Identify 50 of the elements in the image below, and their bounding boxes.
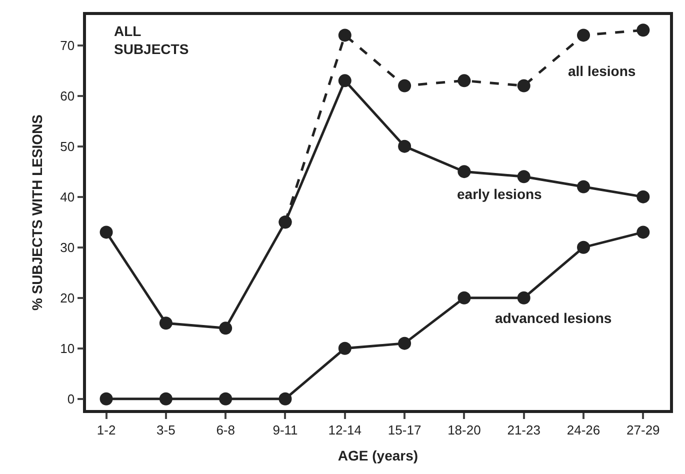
point bbox=[636, 190, 650, 204]
point bbox=[517, 79, 530, 92]
point bbox=[458, 74, 471, 88]
point bbox=[398, 336, 412, 350]
point bbox=[398, 79, 412, 92]
point bbox=[159, 316, 172, 330]
point bbox=[458, 291, 471, 304]
x-tick-label: 6-8 bbox=[216, 422, 235, 438]
y-tick-label: 40 bbox=[60, 189, 75, 204]
x-axis-title: AGE (years) bbox=[338, 448, 418, 464]
y-tick-label: 60 bbox=[60, 88, 75, 104]
x-tick-label: 18-20 bbox=[448, 422, 481, 438]
x-tick-label: 9-11 bbox=[272, 422, 298, 438]
point bbox=[100, 392, 113, 406]
point bbox=[100, 226, 113, 239]
point bbox=[278, 216, 292, 229]
y-tick-label: 70 bbox=[60, 38, 75, 53]
x-tick-label: 15-17 bbox=[388, 422, 422, 438]
point bbox=[517, 291, 530, 304]
point bbox=[577, 180, 590, 194]
point bbox=[338, 342, 352, 355]
point bbox=[338, 28, 352, 42]
point bbox=[219, 322, 232, 335]
y-tick-label: 20 bbox=[60, 290, 75, 306]
series-label: early lesions bbox=[457, 186, 542, 202]
y-tick-label: 50 bbox=[60, 138, 75, 154]
x-tick-label: 12-14 bbox=[328, 422, 362, 438]
series-label: advanced lesions bbox=[495, 310, 612, 326]
x-tick-label: 24-26 bbox=[566, 422, 600, 438]
text: ALL SUBJECTS bbox=[114, 23, 189, 58]
y-axis-title: % SUBJECTS WITH LESIONS bbox=[28, 114, 45, 311]
point bbox=[458, 165, 471, 178]
y-tick-label: 30 bbox=[60, 240, 75, 255]
point bbox=[278, 392, 292, 406]
point bbox=[398, 140, 412, 153]
x-tick-label: 3-5 bbox=[156, 422, 176, 438]
point bbox=[577, 240, 590, 254]
point bbox=[338, 74, 352, 88]
point bbox=[517, 170, 530, 184]
series-label: all lesions bbox=[568, 63, 636, 79]
x-tick-label: 21-23 bbox=[507, 422, 540, 438]
y-tick-label: 10 bbox=[60, 340, 75, 356]
point bbox=[577, 28, 590, 42]
y-tick-label: 0 bbox=[67, 391, 75, 406]
point bbox=[159, 392, 172, 406]
point bbox=[636, 24, 650, 37]
x-tick-label: 27-29 bbox=[626, 422, 660, 438]
point bbox=[636, 226, 650, 239]
point bbox=[219, 392, 232, 406]
x-tick-label: 1-2 bbox=[96, 422, 116, 438]
